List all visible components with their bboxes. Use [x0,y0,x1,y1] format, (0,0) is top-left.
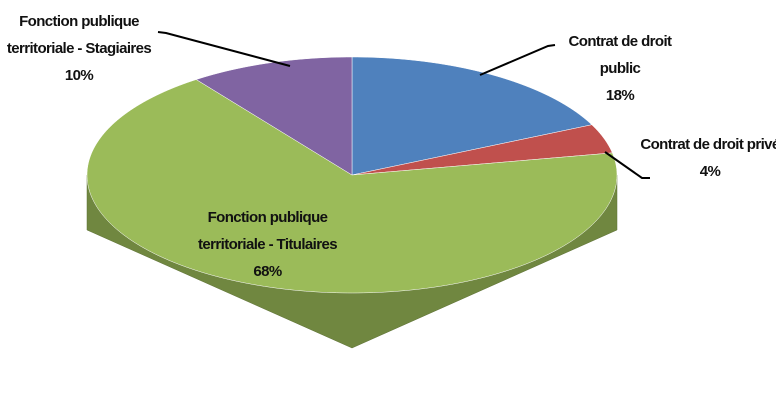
category-name: Contrat de droit public [568,33,673,77]
slice-label: Contrat de droit public 18% [550,28,690,109]
category-name: Fonction publique territoriale - Stagiai… [6,13,152,57]
slice-label: Fonction publique territoriale - Stagiai… [0,8,158,89]
slice-label: Fonction publique territoriale - Titulai… [180,204,355,285]
slice-label: Contrat de droit privé 4% [640,131,776,185]
leader-line [479,44,556,76]
pie-slice [351,124,613,176]
value-label: 4% [699,163,721,180]
value-label: 68% [253,263,282,280]
leader-line [157,31,291,67]
pie-tops [86,56,618,294]
pie-slice [86,79,618,294]
pie-slice [195,56,353,176]
pie-slice [351,56,593,176]
leader-line [604,151,650,179]
category-name: Contrat de droit privé [640,136,776,153]
value-label: 10% [64,67,94,84]
value-label: 18% [605,87,635,104]
category-name: Fonction publique territoriale - Titulai… [198,209,338,253]
leader-lines [157,31,650,179]
